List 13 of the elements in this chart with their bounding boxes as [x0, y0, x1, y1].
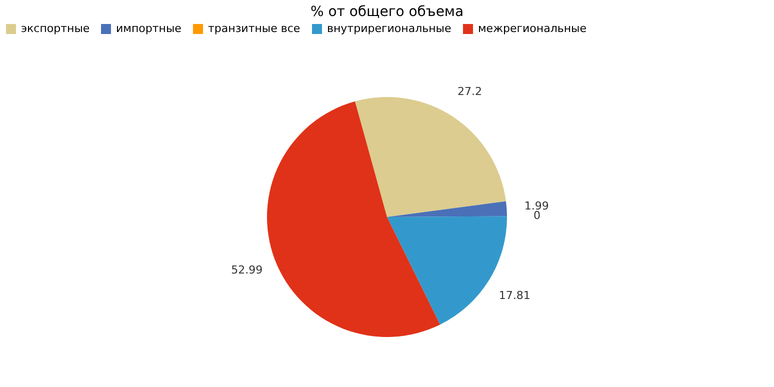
data-label: 17.81 — [498, 288, 530, 302]
legend-label: транзитные все — [208, 22, 300, 35]
legend-label: межрегиональные — [478, 22, 587, 35]
text: 0 — [533, 209, 540, 222]
legend-label: внутрирегиональные — [327, 22, 452, 35]
data-label: 52.99 — [231, 263, 263, 276]
data-label: 27.2 — [458, 84, 482, 98]
pie-slice — [354, 97, 506, 217]
legend-label: экспортные — [21, 22, 90, 35]
legend-label: импортные — [116, 22, 182, 35]
pie-slice — [267, 101, 440, 337]
pie-slice — [387, 201, 507, 217]
chart-title: % от общего объема — [310, 4, 464, 20]
